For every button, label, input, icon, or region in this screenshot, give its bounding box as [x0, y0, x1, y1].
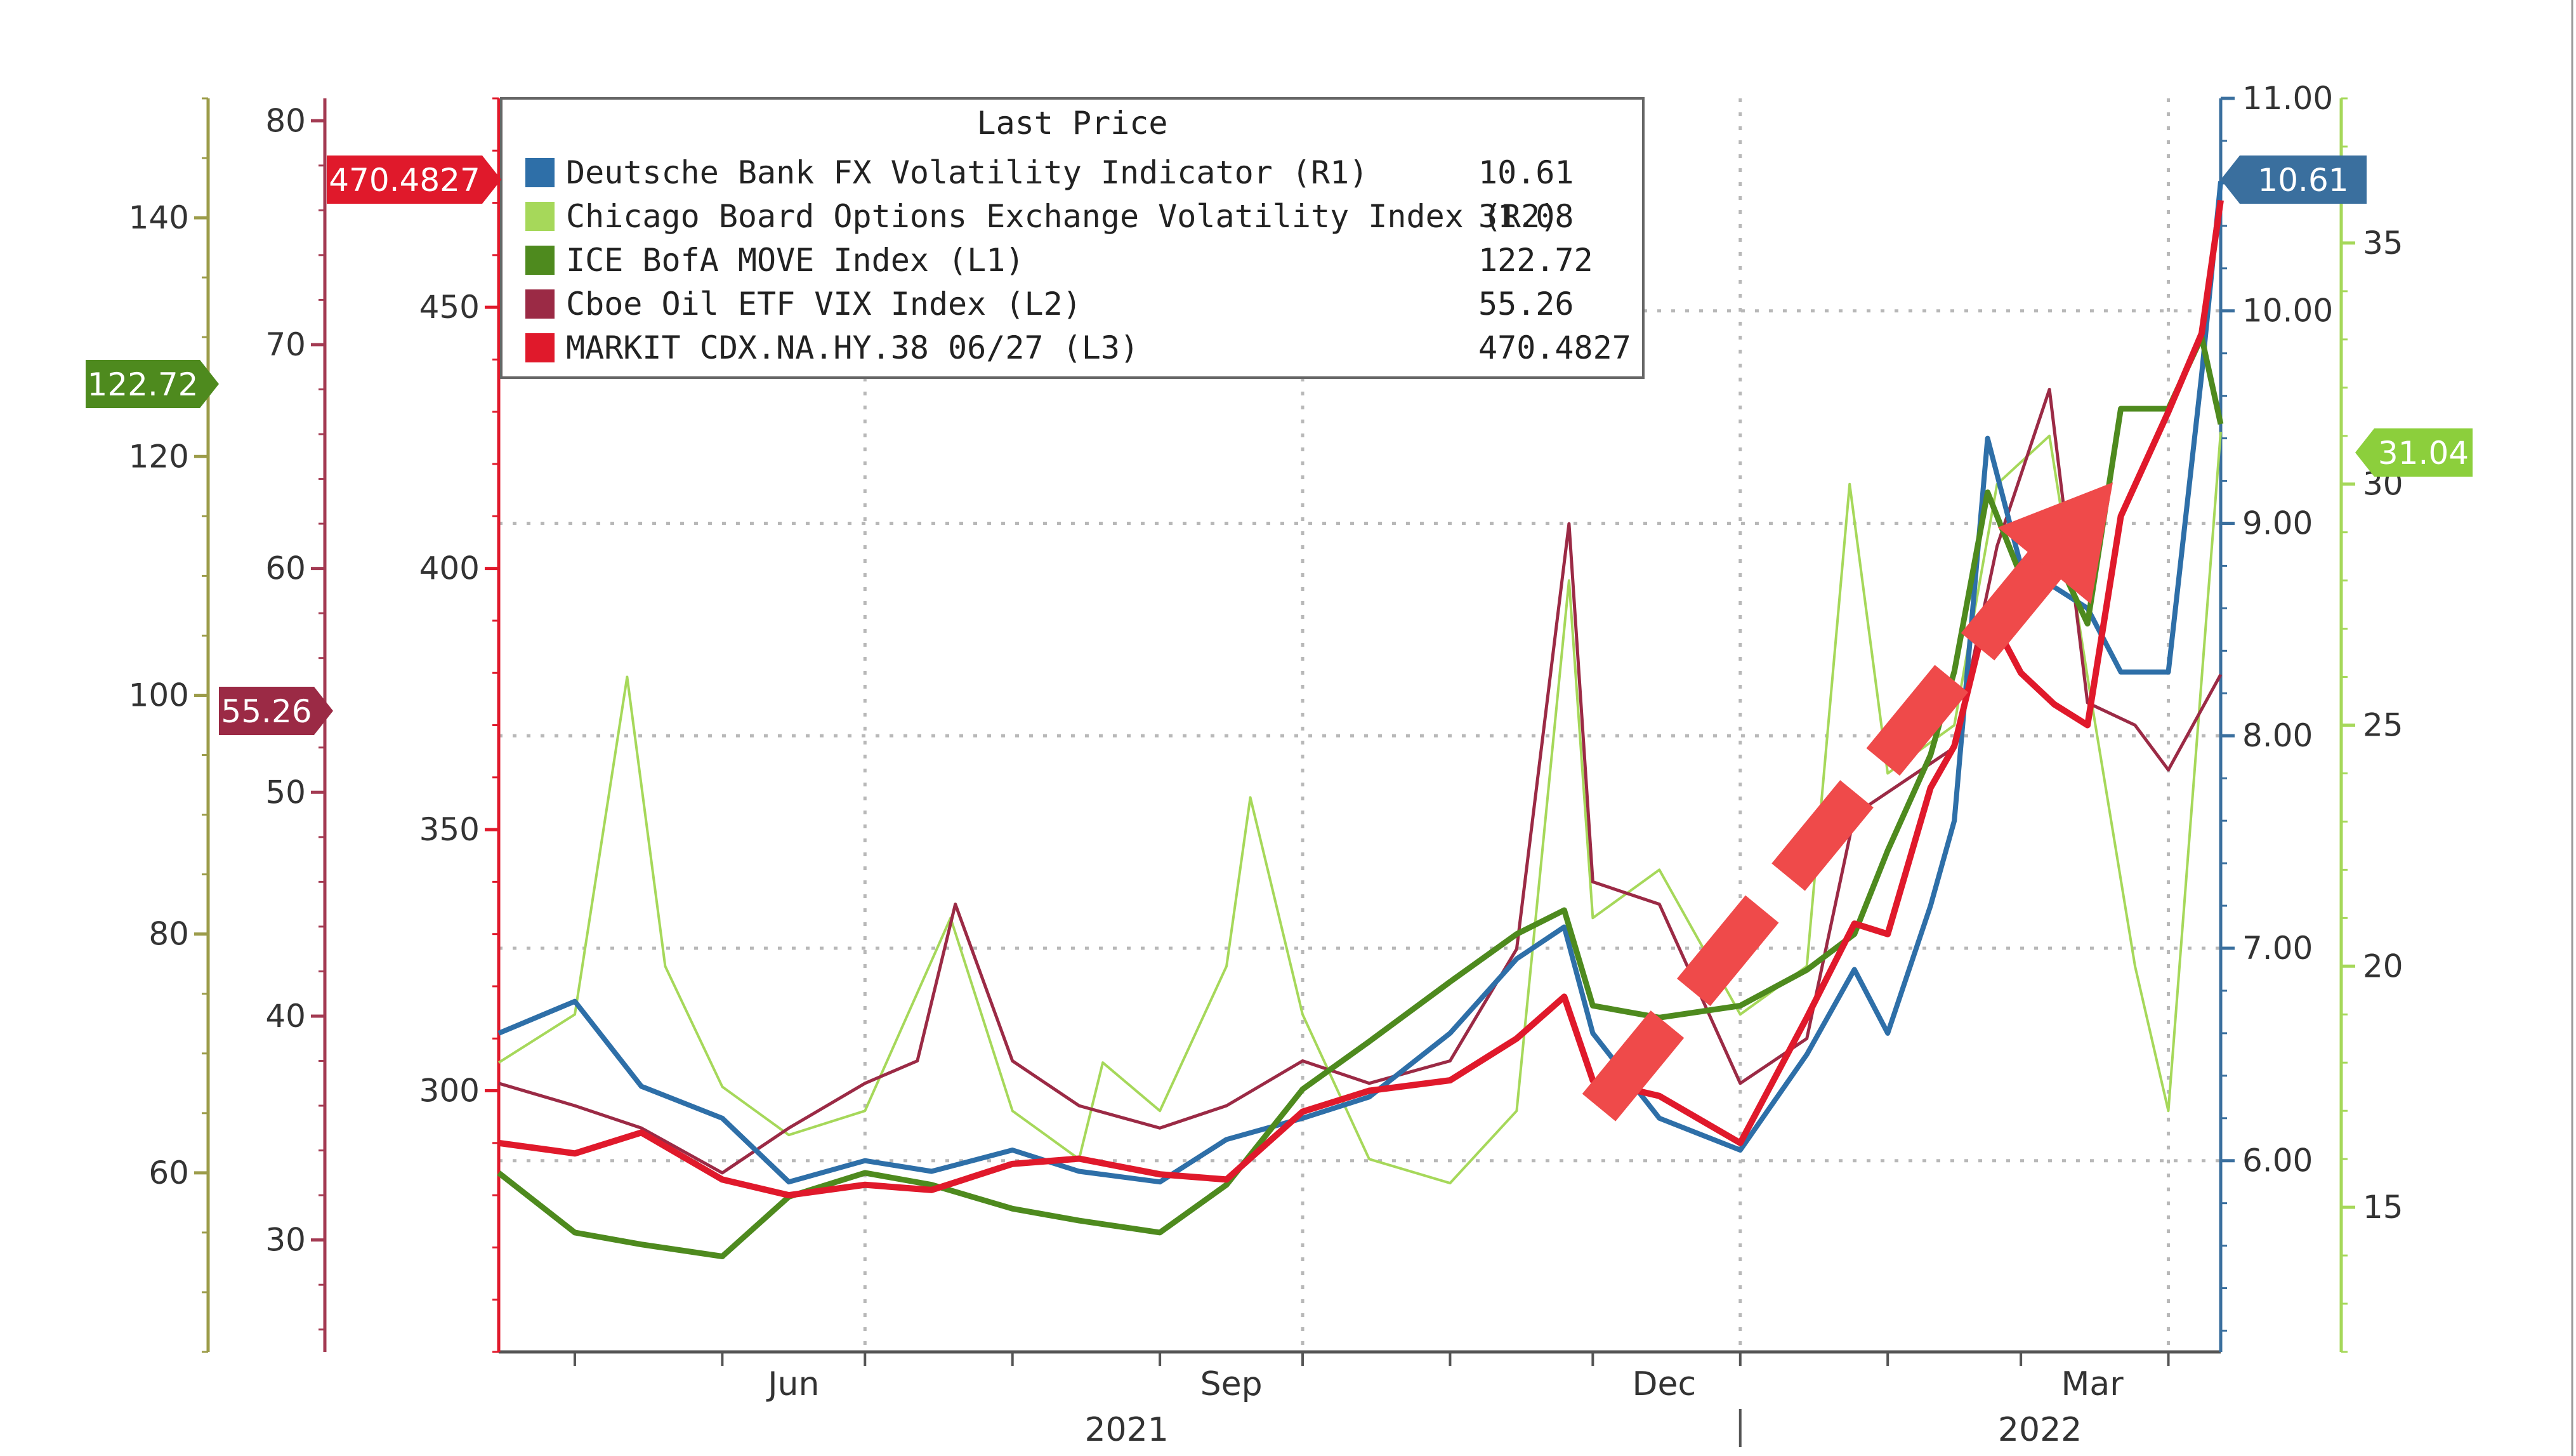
legend: Last Price Deutsche Bank FX Volatility In…	[500, 97, 1645, 379]
axis-L2-tick-label: 30	[265, 1222, 306, 1259]
legend-value: 470.4827	[1478, 329, 1631, 366]
x-tick-label: Dec	[1633, 1365, 1697, 1403]
legend-label: Chicago Board Options Exchange Volatilit…	[566, 198, 1559, 235]
legend-swatch	[525, 333, 555, 362]
axis-L1-tick-label: 80	[148, 916, 189, 953]
x-tick-label: Mar	[2061, 1365, 2124, 1403]
axis-R1-tick-label: 6.00	[2242, 1142, 2313, 1179]
legend-value: 10.61	[1478, 154, 1574, 191]
legend-swatch	[525, 246, 555, 275]
badge-r2-text: 31.04	[2378, 435, 2469, 472]
badge-l3	[327, 156, 501, 204]
trend-arrow	[1582, 482, 2113, 1122]
axis-L1-tick-label: 100	[129, 677, 189, 713]
axis-R2-tick-label: 20	[2363, 948, 2403, 984]
badge-l2-text: 55.26	[221, 693, 312, 730]
legend-swatch	[525, 289, 555, 319]
badge-r1-text: 10.61	[2257, 162, 2348, 199]
axis-R1-tick-label: 9.00	[2242, 505, 2313, 541]
trend-arrow-head	[1997, 482, 2113, 604]
axis-L1-tick-label: 120	[129, 438, 189, 475]
legend-title: Last Price	[976, 105, 1167, 142]
badge-r1	[2221, 156, 2367, 204]
x-year-label: 2021	[1084, 1411, 1168, 1449]
x-tick-label: Sep	[1200, 1365, 1263, 1403]
legend-label: ICE BofA MOVE Index (L1)	[566, 242, 1024, 279]
axis-R1-tick-label: 10.00	[2242, 293, 2333, 329]
badge-l1-text: 122.72	[88, 366, 199, 403]
axis-R1-tick-label: 8.00	[2242, 717, 2313, 754]
legend-box	[500, 97, 1645, 379]
series-line-l2	[498, 388, 2223, 1175]
axis-R2-tick-label: 15	[2363, 1189, 2403, 1226]
badge-l3-text: 470.4827	[329, 162, 480, 199]
axes: Jun Sep Dec Mar 2021 2022 140 120 100 80 60 80 70 60 5…	[129, 80, 2403, 1449]
axis-L2-tick-label: 80	[265, 102, 306, 139]
series-line-l3	[498, 199, 2224, 1199]
axis-R2-tick-label: 35	[2363, 225, 2403, 261]
axis-L1-tick-label: 140	[129, 199, 189, 236]
axis-L3-tick-label: 450	[419, 289, 480, 326]
badge-r2	[2355, 428, 2473, 477]
axis-L3-tick-label: 350	[419, 811, 480, 848]
legend-label: Deutsche Bank FX Volatility Indicator (R…	[566, 154, 1368, 191]
x-year-label: 2022	[1998, 1411, 2082, 1449]
legend-value: 55.26	[1478, 286, 1574, 322]
badge-l2	[219, 687, 333, 735]
series-line-r2	[497, 432, 2222, 1185]
axis-R1-tick-label: 7.00	[2242, 930, 2313, 967]
axis-L2-tick-label: 70	[265, 326, 306, 363]
legend-swatch	[525, 158, 555, 187]
legend-swatch	[525, 202, 555, 231]
axis-L2-tick-label: 60	[265, 550, 306, 587]
axis-L1-tick-label: 60	[148, 1155, 189, 1191]
legend-value: 31.08	[1478, 198, 1574, 235]
axis-R1-tick-label: 11.00	[2242, 80, 2333, 117]
legend-label: Cboe Oil ETF VIX Index (L2)	[566, 286, 1082, 322]
axis-R2-tick-label: 25	[2363, 707, 2403, 744]
axis-L2-tick-label: 40	[265, 998, 306, 1035]
legend-value: 122.72	[1478, 242, 1593, 279]
x-tick-label: Jun	[766, 1365, 819, 1403]
badge-l1	[86, 360, 219, 408]
axis-L3-tick-label: 300	[419, 1073, 480, 1109]
legend-label: MARKIT CDX.NA.HY.38 06/27 (L3)	[566, 329, 1139, 366]
axis-L2-tick-label: 50	[265, 774, 306, 811]
trend-arrow-shaft	[1582, 542, 2069, 1122]
value-badges: 470.4827 122.72 55.26 10.61 31.04	[86, 156, 2473, 735]
axis-L3-tick-label: 400	[419, 550, 480, 587]
